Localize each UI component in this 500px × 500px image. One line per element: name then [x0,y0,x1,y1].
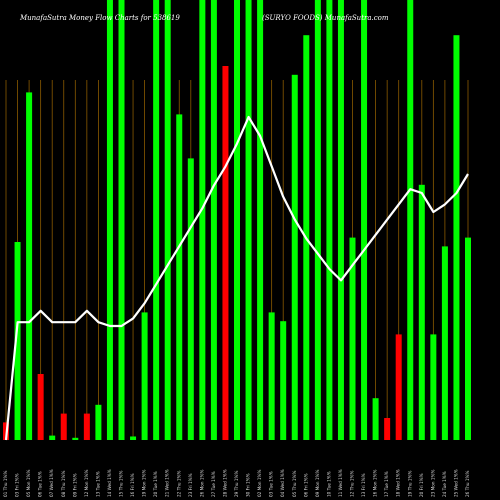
bar [37,374,44,440]
bar [245,0,252,440]
x-tick-label: 01 Thu 1%% [3,471,8,497]
chart-tick-labels: 01 Thu 1%% 03 Fri 1%% 05 Mon 1%% 06 Tue 1%%… [3,469,470,497]
bar [384,418,391,440]
x-tick-label: 23 Fri 1%% [188,473,193,497]
x-tick-label: 15 Thu 1%% [119,471,124,497]
x-tick-label: 09 Fri 1%% [72,473,77,497]
x-tick-label: 24 Tue 1%% [442,471,447,497]
x-tick-label: 16 Mon 1%% [373,470,378,497]
x-tick-label: 20 Fri 1%% [419,473,424,497]
bar [118,0,125,440]
x-tick-label: 21 Wed 1%% [165,469,170,497]
bar [291,74,298,441]
bar [153,0,160,440]
x-tick-label: 23 Mon 1%% [430,470,435,497]
chart-bars [3,0,471,441]
x-tick-label: 28 Wed 1%% [222,469,227,497]
x-tick-label: 12 Mon 1%% [84,470,89,497]
x-tick-label: 19 Mon 1%% [142,470,147,497]
bar [280,321,287,440]
bar [49,435,56,440]
x-tick-label: 06 Fri 1%% [303,473,308,497]
x-tick-label: 06 Tue 1%% [38,471,43,497]
bar [83,413,90,440]
bar [130,436,137,440]
x-tick-label: 03 Tue 1%% [269,471,274,497]
x-tick-label: 03 Fri 1%% [15,473,20,497]
bar [465,237,471,440]
x-tick-label: 27 Tue 1%% [211,471,216,497]
bar [314,0,321,440]
x-tick-label: 26 Mon 1%% [199,470,204,497]
x-tick-label: 13 Tue 1%% [95,471,100,497]
x-tick-label: 07 Wed 1%% [49,469,54,497]
x-tick-label: 11 Wed 1%% [338,469,343,497]
bar [257,0,264,440]
x-tick-label: 13 Fri 1%% [361,473,366,497]
bar [430,334,437,440]
x-tick-label: 02 Mon 1%% [257,470,262,497]
x-tick-label: 08 Thu 1%% [61,471,66,497]
bar [95,404,102,440]
bar [176,114,183,441]
bar [418,184,425,440]
x-tick-label: 05 Thu 1%% [292,471,297,497]
bar [361,0,368,440]
bar [441,246,448,440]
bar [14,242,21,440]
bar [234,0,240,440]
bar [372,398,379,440]
bar [222,66,229,440]
x-tick-label: 04 Wed 1%% [280,469,285,497]
x-tick-label: 05 Mon 1%% [26,470,31,497]
x-tick-label: 22 Thu 1%% [176,471,181,497]
bar [187,158,194,440]
bar [199,0,206,440]
x-tick-label: 20 Tue 1%% [153,471,158,497]
x-tick-label: 17 Tue 1%% [384,471,389,497]
chart-title: MunafaSutra Money Flow Charts for 538619 [19,14,180,22]
bar [349,237,356,440]
bar [268,312,275,440]
x-tick-label: 29 Thu 1%% [234,471,239,497]
bar [453,35,460,440]
bar [164,0,171,440]
chart-subtitle: (SURYO FOODS) MunafaSutra.com [262,14,389,22]
x-tick-label: 12 Thu 1%% [350,471,355,497]
bar [26,92,33,441]
x-tick-label: 16 Fri 1%% [130,473,135,497]
x-tick-label: 09 Mon 1%% [315,470,320,497]
x-tick-label: 14 Wed 1%% [107,469,112,497]
x-tick-label: 26 Thu 1%% [465,471,470,497]
bar [407,0,414,440]
x-tick-label: 19 Thu 1%% [407,471,412,497]
bar [395,334,402,440]
bar [141,312,148,440]
money-flow-line [4,115,469,441]
x-tick-label: 10 Tue 1%% [326,471,331,497]
bar [60,413,67,440]
bar [326,0,333,440]
bar [106,0,113,440]
bar [72,437,79,440]
x-tick-label: 30 Fri 1%% [246,473,251,497]
bar [337,0,344,440]
x-tick-label: 25 Wed 1%% [453,469,458,497]
bar [210,0,217,440]
x-tick-label: 18 Wed 1%% [396,469,401,497]
